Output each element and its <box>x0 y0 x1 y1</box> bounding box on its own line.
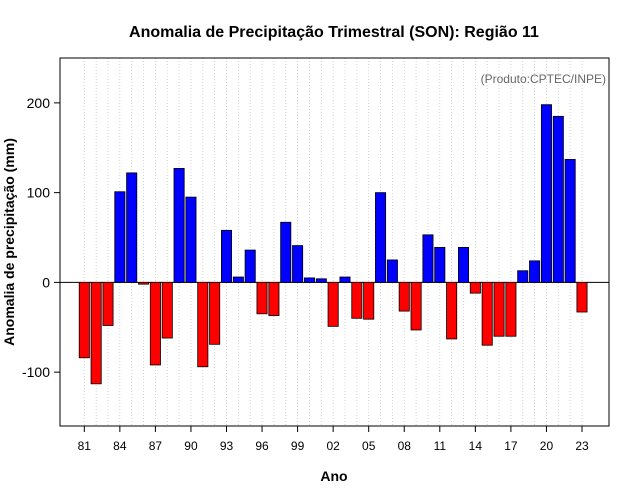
bars-group <box>78 104 588 385</box>
bar-1996 <box>256 281 268 315</box>
x-tick-label: 99 <box>291 439 305 453</box>
bar-1992 <box>209 281 221 345</box>
bar-2000 <box>303 277 315 283</box>
credit-annotation: (Produto:CPTEC/INPE) <box>481 72 606 86</box>
bar-2012 <box>446 281 458 340</box>
bar-1986 <box>138 281 150 285</box>
bar-1993 <box>220 229 232 283</box>
bar-2010 <box>422 234 434 283</box>
chart-title: Anomalia de Precipitação Trimestral (SON… <box>129 24 539 41</box>
bar-2013 <box>457 246 469 283</box>
bar-2022 <box>564 159 576 283</box>
bar-2017 <box>505 281 517 337</box>
x-tick-label: 93 <box>220 439 234 453</box>
bar-2014 <box>469 281 481 294</box>
bar-2020 <box>540 104 552 283</box>
bar-2004 <box>351 281 363 319</box>
bar-1999 <box>292 245 304 283</box>
bar-2003 <box>339 276 351 283</box>
x-tick-label: 84 <box>113 439 127 453</box>
x-tick-label: 08 <box>398 439 412 453</box>
bar-2019 <box>529 260 541 283</box>
y-axis-label: Anomalia de precipitação (mm) <box>1 138 17 346</box>
vertical-gridlines <box>83 58 583 426</box>
x-axis: 81 84 87 90 93 96 99 02 05 08 11 14 17 20 23 <box>78 426 589 453</box>
bar-2016 <box>493 281 505 337</box>
x-tick-label: 17 <box>504 439 518 453</box>
bar-1983 <box>102 281 114 326</box>
y-tick-label: -100 <box>22 364 50 380</box>
plot-frame <box>59 57 610 427</box>
bar-2007 <box>386 259 398 283</box>
bar-2023 <box>576 281 588 313</box>
bar-1991 <box>197 281 209 368</box>
y-tick-label: 0 <box>42 274 50 290</box>
x-tick-label: 87 <box>149 439 163 453</box>
bar-1988 <box>161 281 173 339</box>
bar-2006 <box>375 192 387 283</box>
bar-1989 <box>173 167 185 283</box>
bar-1985 <box>126 172 138 283</box>
bar-1998 <box>280 221 292 283</box>
bar-2002 <box>327 281 339 327</box>
x-tick-label: 23 <box>575 439 589 453</box>
x-axis-label: Ano <box>320 468 347 484</box>
bar-2005 <box>363 281 375 320</box>
x-tick-label: 90 <box>184 439 198 453</box>
x-tick-label: 02 <box>326 439 340 453</box>
bar-2018 <box>517 270 529 283</box>
bar-2015 <box>481 281 493 346</box>
bar-2009 <box>410 281 422 331</box>
y-axis: -100 0 100 200 <box>22 95 60 380</box>
bar-1981 <box>78 281 90 359</box>
bar-1982 <box>90 281 102 385</box>
x-tick-label: 20 <box>540 439 554 453</box>
bar-1994 <box>232 276 244 283</box>
x-tick-label: 11 <box>434 439 447 453</box>
bar-2001 <box>315 278 327 283</box>
bar-1987 <box>149 281 161 366</box>
x-tick-label: 81 <box>78 439 92 453</box>
bar-2011 <box>434 246 446 283</box>
bar-2008 <box>398 281 410 312</box>
bar-1984 <box>114 191 126 283</box>
x-tick-label: 05 <box>362 439 376 453</box>
bar-1997 <box>268 281 280 317</box>
y-tick-label: 200 <box>27 95 51 111</box>
y-tick-label: 100 <box>27 185 51 201</box>
bar-1995 <box>244 249 256 283</box>
x-tick-label: 14 <box>469 439 483 453</box>
bar-2021 <box>552 115 564 283</box>
x-tick-label: 96 <box>255 439 269 453</box>
bar-1990 <box>185 196 197 283</box>
